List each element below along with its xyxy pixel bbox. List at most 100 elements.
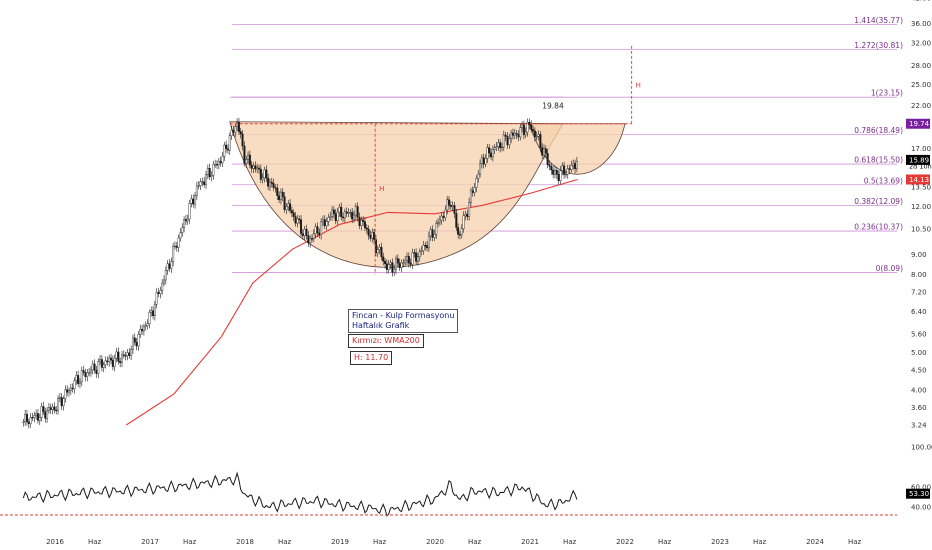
time-tick-5: Haz (278, 538, 292, 546)
time-tick-14: 2023 (711, 538, 729, 546)
candle-body (555, 169, 558, 175)
candle-body (345, 211, 348, 214)
candle-body (77, 375, 80, 384)
fib-label-8: 0(8.09) (876, 264, 903, 273)
price-tick-19: 3.24 (911, 422, 927, 430)
fib-label-7: 0.236(10.37) (854, 223, 903, 232)
candle-body (424, 245, 427, 247)
candle-body (29, 417, 32, 424)
time-tick-16: 2024 (806, 538, 824, 546)
fib-label-4: 0.618(15.50) (854, 156, 903, 165)
candle-body (35, 413, 38, 416)
candle-body (40, 406, 43, 418)
candle-body (411, 252, 414, 265)
candle-body (511, 132, 514, 136)
candle-body (110, 357, 113, 361)
candle-body (437, 222, 440, 224)
candle-body (385, 263, 388, 270)
candle-body (506, 136, 509, 146)
wma200-line (126, 178, 578, 426)
candle-body (373, 232, 376, 240)
candle-body (55, 409, 58, 412)
candle-body (393, 268, 396, 273)
candle-body (537, 134, 540, 137)
candle-body (303, 228, 306, 236)
candle-body (46, 410, 49, 419)
candle-body (354, 206, 357, 216)
candle-body (416, 256, 419, 262)
price-tick-16: 4.50 (911, 367, 927, 375)
candle-body (236, 122, 239, 127)
candle-body (409, 262, 412, 265)
price-tick-11: 8.00 (911, 271, 927, 279)
candle-body (195, 185, 198, 196)
time-tick-7: Haz (373, 538, 387, 546)
time-tick-2: 2017 (141, 538, 159, 546)
price-axis: 42.00 36.00 32.00 28.00 25.00 22.00 17.00 13.50… (906, 0, 932, 512)
candle-body (396, 258, 399, 264)
candle-body (164, 270, 167, 281)
candle-body (99, 359, 102, 362)
price-tick-7: 13.50 (911, 184, 931, 192)
candle-body (378, 247, 381, 250)
candle-body (241, 133, 244, 147)
candle-body (82, 370, 85, 373)
candle-body (265, 169, 268, 179)
candle-body (270, 181, 273, 184)
candle-body (60, 397, 63, 407)
candle-body (80, 370, 83, 383)
candle-body (230, 129, 233, 136)
candle-body (504, 134, 507, 137)
candle-body (548, 164, 551, 167)
candle-body (490, 152, 493, 158)
candle-body (442, 215, 445, 218)
candle-body (142, 326, 145, 332)
candle-body (75, 375, 78, 381)
candle-body (31, 417, 34, 419)
candle-body (42, 406, 45, 412)
candle-body (199, 181, 202, 186)
candle-body (44, 411, 47, 419)
osc-tick-1: 60.00 (911, 484, 931, 492)
candle-body (464, 213, 467, 216)
candle-body (533, 130, 536, 138)
candle-body (254, 165, 257, 170)
candle-body (395, 258, 398, 270)
candle-body (358, 216, 361, 226)
candle-body (247, 154, 250, 160)
candle-body (192, 198, 195, 205)
candle-body (172, 246, 175, 262)
oscillator-line (22, 471, 578, 517)
candle-body (130, 349, 133, 356)
candle-body (33, 415, 36, 418)
candle-body (433, 234, 436, 238)
candle-body (475, 178, 478, 188)
candle-body (316, 226, 319, 234)
candle-body (68, 390, 71, 393)
candle-body (194, 195, 197, 205)
price-tick-13: 6.40 (911, 308, 927, 316)
candle-body (285, 206, 288, 210)
candle-body (225, 144, 228, 150)
candle-body (572, 163, 575, 166)
candle-body (468, 201, 471, 217)
candle-body (510, 132, 513, 139)
candle-body (526, 122, 529, 133)
candle-body (553, 169, 556, 175)
price-tick-18: 3.60 (911, 404, 927, 412)
candle-body (448, 199, 451, 206)
candle-body (289, 203, 292, 211)
fib-label-5: 0.5(13.69) (864, 176, 903, 185)
price-tick-1: 36.00 (911, 20, 931, 28)
candle-body (66, 389, 69, 393)
fib-label-2: 1(23.15) (871, 89, 903, 98)
candle-body (259, 168, 262, 180)
candle-body (256, 167, 259, 170)
candle-body (137, 334, 140, 347)
time-tick-4: 2018 (236, 538, 254, 546)
candle-body (535, 135, 538, 138)
candle-body (310, 238, 313, 240)
candle-body (69, 387, 72, 391)
annotations: H H 19.84 (229, 45, 641, 275)
